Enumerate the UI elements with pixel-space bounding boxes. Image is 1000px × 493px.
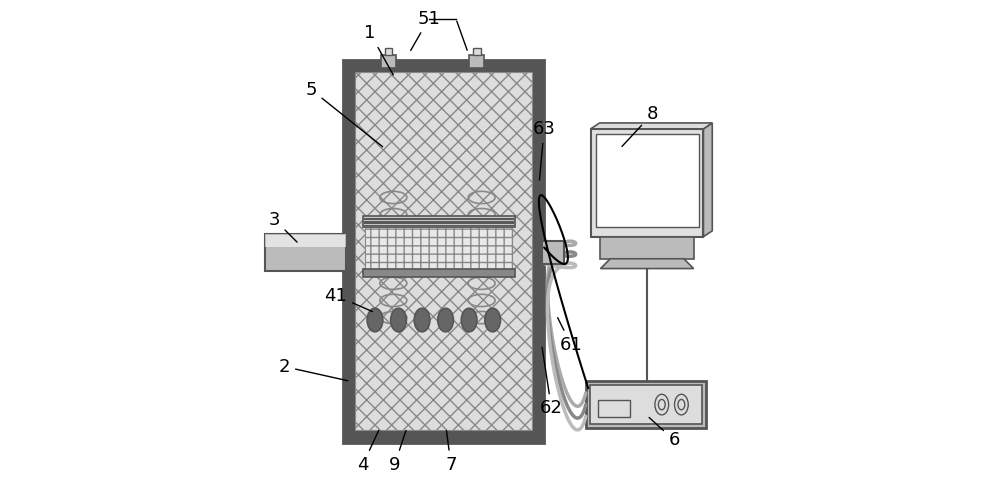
Bar (591, 129, 703, 237)
Text: 62: 62 (540, 347, 563, 417)
Bar (598, 400, 630, 417)
Text: 8: 8 (622, 105, 658, 146)
Bar (365, 227, 512, 269)
Bar (469, 55, 484, 68)
Text: 61: 61 (558, 317, 582, 353)
Bar (343, 60, 544, 443)
Bar (363, 269, 515, 278)
Bar (586, 381, 706, 428)
Ellipse shape (414, 308, 430, 332)
Ellipse shape (658, 399, 665, 410)
Ellipse shape (461, 308, 477, 332)
Bar (600, 237, 694, 259)
Bar (385, 48, 392, 55)
Polygon shape (542, 241, 564, 264)
Ellipse shape (485, 308, 500, 332)
Ellipse shape (675, 394, 688, 415)
Text: 9: 9 (389, 430, 406, 474)
Bar (473, 48, 481, 55)
Polygon shape (265, 234, 346, 271)
Ellipse shape (438, 308, 453, 332)
Text: 1: 1 (364, 24, 393, 75)
Text: 5: 5 (306, 81, 383, 147)
Bar (381, 55, 396, 68)
Ellipse shape (655, 394, 669, 415)
Text: 63: 63 (533, 120, 556, 180)
Polygon shape (591, 123, 712, 129)
Text: 2: 2 (279, 357, 348, 381)
Text: 4: 4 (357, 430, 379, 474)
Polygon shape (703, 123, 712, 237)
Text: 41: 41 (324, 286, 372, 312)
Bar (355, 72, 532, 430)
Ellipse shape (678, 399, 685, 410)
Polygon shape (600, 259, 694, 269)
Ellipse shape (391, 308, 406, 332)
Text: 7: 7 (445, 431, 457, 474)
Text: 3: 3 (269, 211, 297, 242)
Bar (596, 134, 699, 227)
Polygon shape (265, 234, 346, 247)
Text: 51: 51 (411, 9, 440, 50)
Bar (363, 216, 515, 227)
Text: 6: 6 (649, 418, 680, 449)
Ellipse shape (367, 308, 383, 332)
Bar (590, 385, 702, 424)
